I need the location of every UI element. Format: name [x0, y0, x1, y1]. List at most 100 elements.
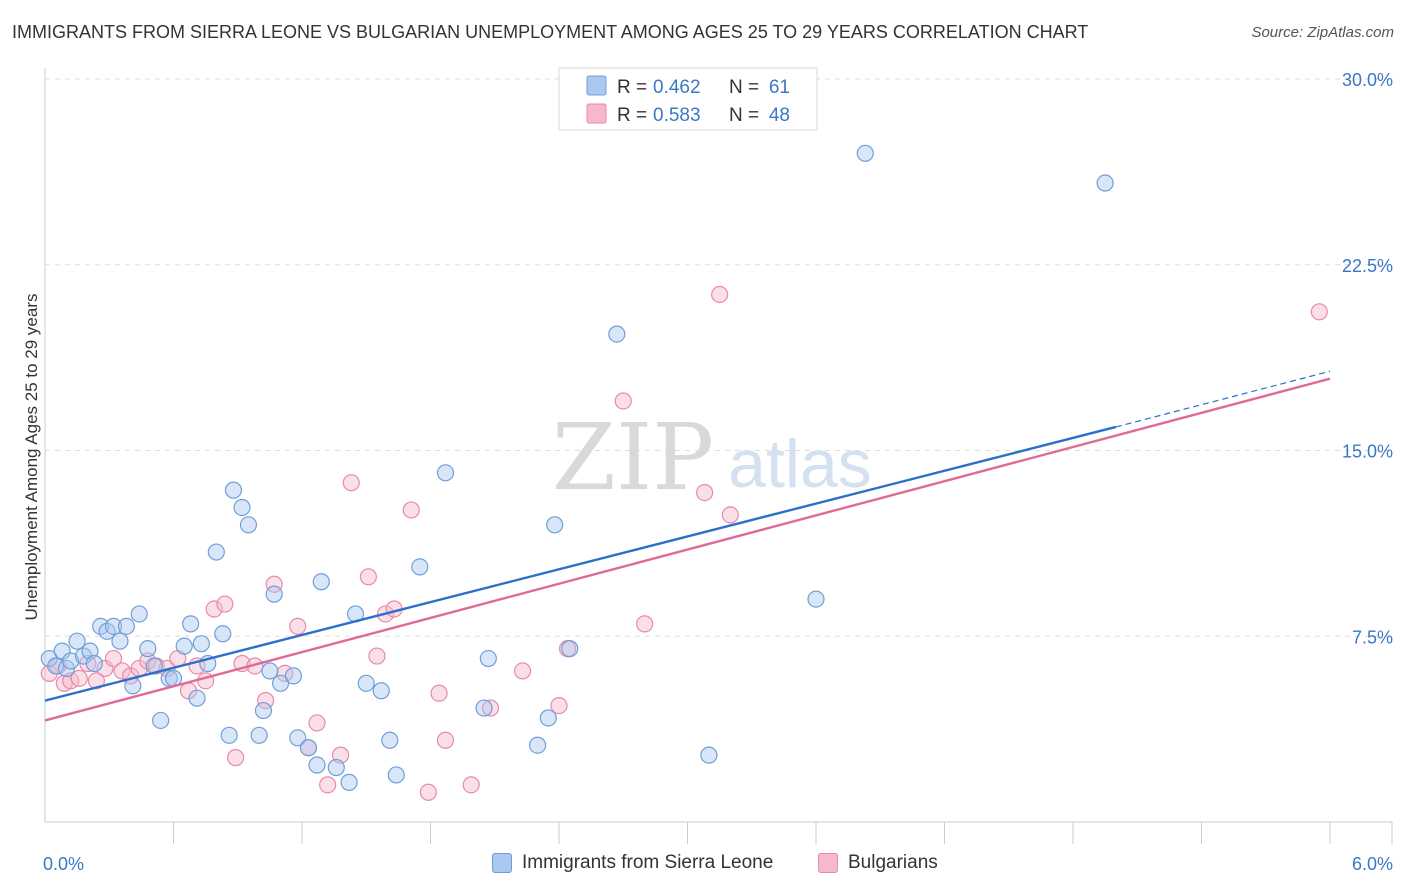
sierra-leone-point-37: [284, 667, 303, 685]
bulgarians-point-30: [319, 776, 337, 794]
sierra-leone-point-29: [220, 726, 238, 744]
sierra-leone-point-31: [239, 516, 258, 534]
legend-label-sierra-leone: Immigrants from Sierra Leone: [522, 852, 774, 873]
sierra-leone-point-21: [175, 637, 193, 655]
sierra-leone-point-33: [254, 701, 273, 720]
sierra-leone-point-24: [192, 635, 210, 653]
trend-lines: [44, 370, 1331, 722]
bulgarians-point-41: [462, 776, 480, 794]
y-tick-label-2: 22.5%: [1342, 256, 1393, 276]
sierra-leone-point-42: [327, 758, 345, 777]
stats-legend-pink-r-value: 0.583: [653, 105, 701, 126]
stats-legend-pink-n-label: N =: [729, 105, 759, 126]
bulgarians-trend-line: [44, 377, 1331, 722]
sierra-leone-point-15: [130, 605, 148, 623]
sierra-leone-point-43: [340, 773, 358, 791]
sierra-leone-point-49: [411, 558, 429, 576]
bulgarians-point-9: [113, 662, 131, 680]
sierra-leone-point-5: [68, 632, 86, 650]
bulgarians-point-47: [636, 615, 654, 633]
sierra-leone-point-12: [111, 632, 129, 650]
bulgarians-point-27: [289, 617, 307, 635]
watermark: ZIP atlas: [552, 404, 872, 511]
sierra-leone-trend-extension: [1115, 370, 1331, 428]
sierra-leone-point-48: [387, 766, 405, 784]
legend-swatch-bulgarians: [818, 853, 838, 873]
y-tick-labels: 7.5% 15.0% 22.5% 30.0%: [1342, 70, 1393, 647]
stats-legend-blue-n-label: N =: [729, 77, 759, 98]
stats-legend-blue-swatch: [586, 75, 607, 96]
bulgarians-point-6: [87, 672, 106, 690]
bulgarians-point-39: [430, 684, 448, 702]
sierra-leone-point-59: [807, 590, 825, 608]
sierra-leone-point-4: [62, 652, 80, 670]
watermark-atlas: atlas: [728, 426, 872, 502]
bulgarians-point-50: [711, 285, 729, 304]
sierra-leone-point-28: [224, 481, 243, 499]
grid-lines: [45, 78, 1392, 637]
sierra-leone-point-51: [475, 699, 493, 717]
bulgarians-point-42: [481, 699, 500, 717]
axes: [44, 68, 1393, 844]
sierra-leone-point-57: [608, 325, 626, 343]
stats-legend-blue-n-value: 61: [769, 77, 790, 98]
sierra-leone-point-13: [117, 617, 135, 635]
sierra-leone-point-16: [139, 640, 157, 658]
sierra-leone-point-61: [1096, 174, 1114, 192]
sierra-leone-point-47: [381, 731, 399, 749]
bulgarians-point-29: [308, 714, 326, 732]
sierra-leone-point-58: [700, 746, 718, 764]
y-tick-label-3: 30.0%: [1342, 70, 1393, 90]
sierra-leone-point-46: [372, 682, 390, 700]
stats-legend-pink-n-value: 48: [769, 105, 790, 126]
bulgarians-point-33: [359, 568, 377, 586]
bulgarians-point-4: [70, 669, 88, 687]
sierra-leone-point-56: [561, 640, 579, 658]
bulgarians-point-44: [550, 696, 568, 715]
sierra-leone-point-27: [214, 625, 232, 643]
x-tick-labels: 0.0% 6.0%: [43, 854, 1393, 874]
sierra-leone-point-53: [528, 736, 547, 754]
watermark-zip: ZIP: [552, 404, 714, 511]
bulgarians-point-43: [513, 662, 532, 680]
bulgarians-point-51: [1310, 303, 1328, 321]
stats-legend-blue-r-value: 0.462: [653, 77, 701, 98]
bulgarians-point-46: [614, 392, 632, 410]
bulgarians-points: [40, 285, 1328, 801]
bulgarians-point-34: [368, 647, 386, 665]
sierra-leone-point-52: [479, 649, 497, 668]
sierra-leone-point-22: [182, 615, 200, 633]
sierra-leone-point-8: [85, 654, 103, 673]
sierra-leone-point-32: [250, 726, 268, 744]
y-tick-label-1: 15.0%: [1342, 442, 1393, 462]
sierra-leone-point-54: [539, 709, 557, 727]
stats-legend-blue-r-label: R =: [617, 77, 647, 98]
bulgarians-point-19: [205, 600, 223, 618]
bulgarians-point-48: [696, 484, 714, 502]
sierra-leone-point-26: [207, 543, 225, 561]
legend-label-bulgarians: Bulgarians: [848, 852, 938, 873]
sierra-leone-point-11: [104, 617, 123, 635]
bulgarians-point-49: [721, 506, 739, 524]
legend-item-sierra-leone: Immigrants from Sierra Leone: [492, 852, 773, 874]
bulgarians-point-32: [342, 474, 360, 492]
bulgarians-point-20: [216, 595, 234, 613]
legend-item-bulgarians: Bulgarians: [818, 852, 938, 874]
bulgarians-point-8: [104, 649, 123, 668]
sierra-leone-point-17: [145, 657, 163, 675]
sierra-leone-point-18: [152, 711, 170, 730]
sierra-leone-point-38: [289, 729, 307, 747]
sierra-leone-point-23: [188, 689, 206, 707]
sierra-leone-point-55: [546, 516, 564, 534]
sierra-leone-point-50: [436, 464, 455, 482]
bulgarians-point-37: [402, 501, 420, 519]
series-legend: Immigrants from Sierra Leone Bulgarians: [0, 852, 1406, 876]
y-axis-label: Unemployment Among Ages 25 to 29 years: [22, 294, 41, 621]
sierra-leone-point-34: [261, 662, 279, 680]
chart-title: IMMIGRANTS FROM SIERRA LEONE VS BULGARIA…: [12, 22, 1089, 42]
source-label: Source: ZipAtlas.com: [1251, 24, 1394, 41]
sierra-leone-point-41: [312, 573, 330, 591]
legend-swatch-sierra-leone: [492, 853, 512, 873]
x-tick-label-0: 0.0%: [43, 854, 84, 874]
